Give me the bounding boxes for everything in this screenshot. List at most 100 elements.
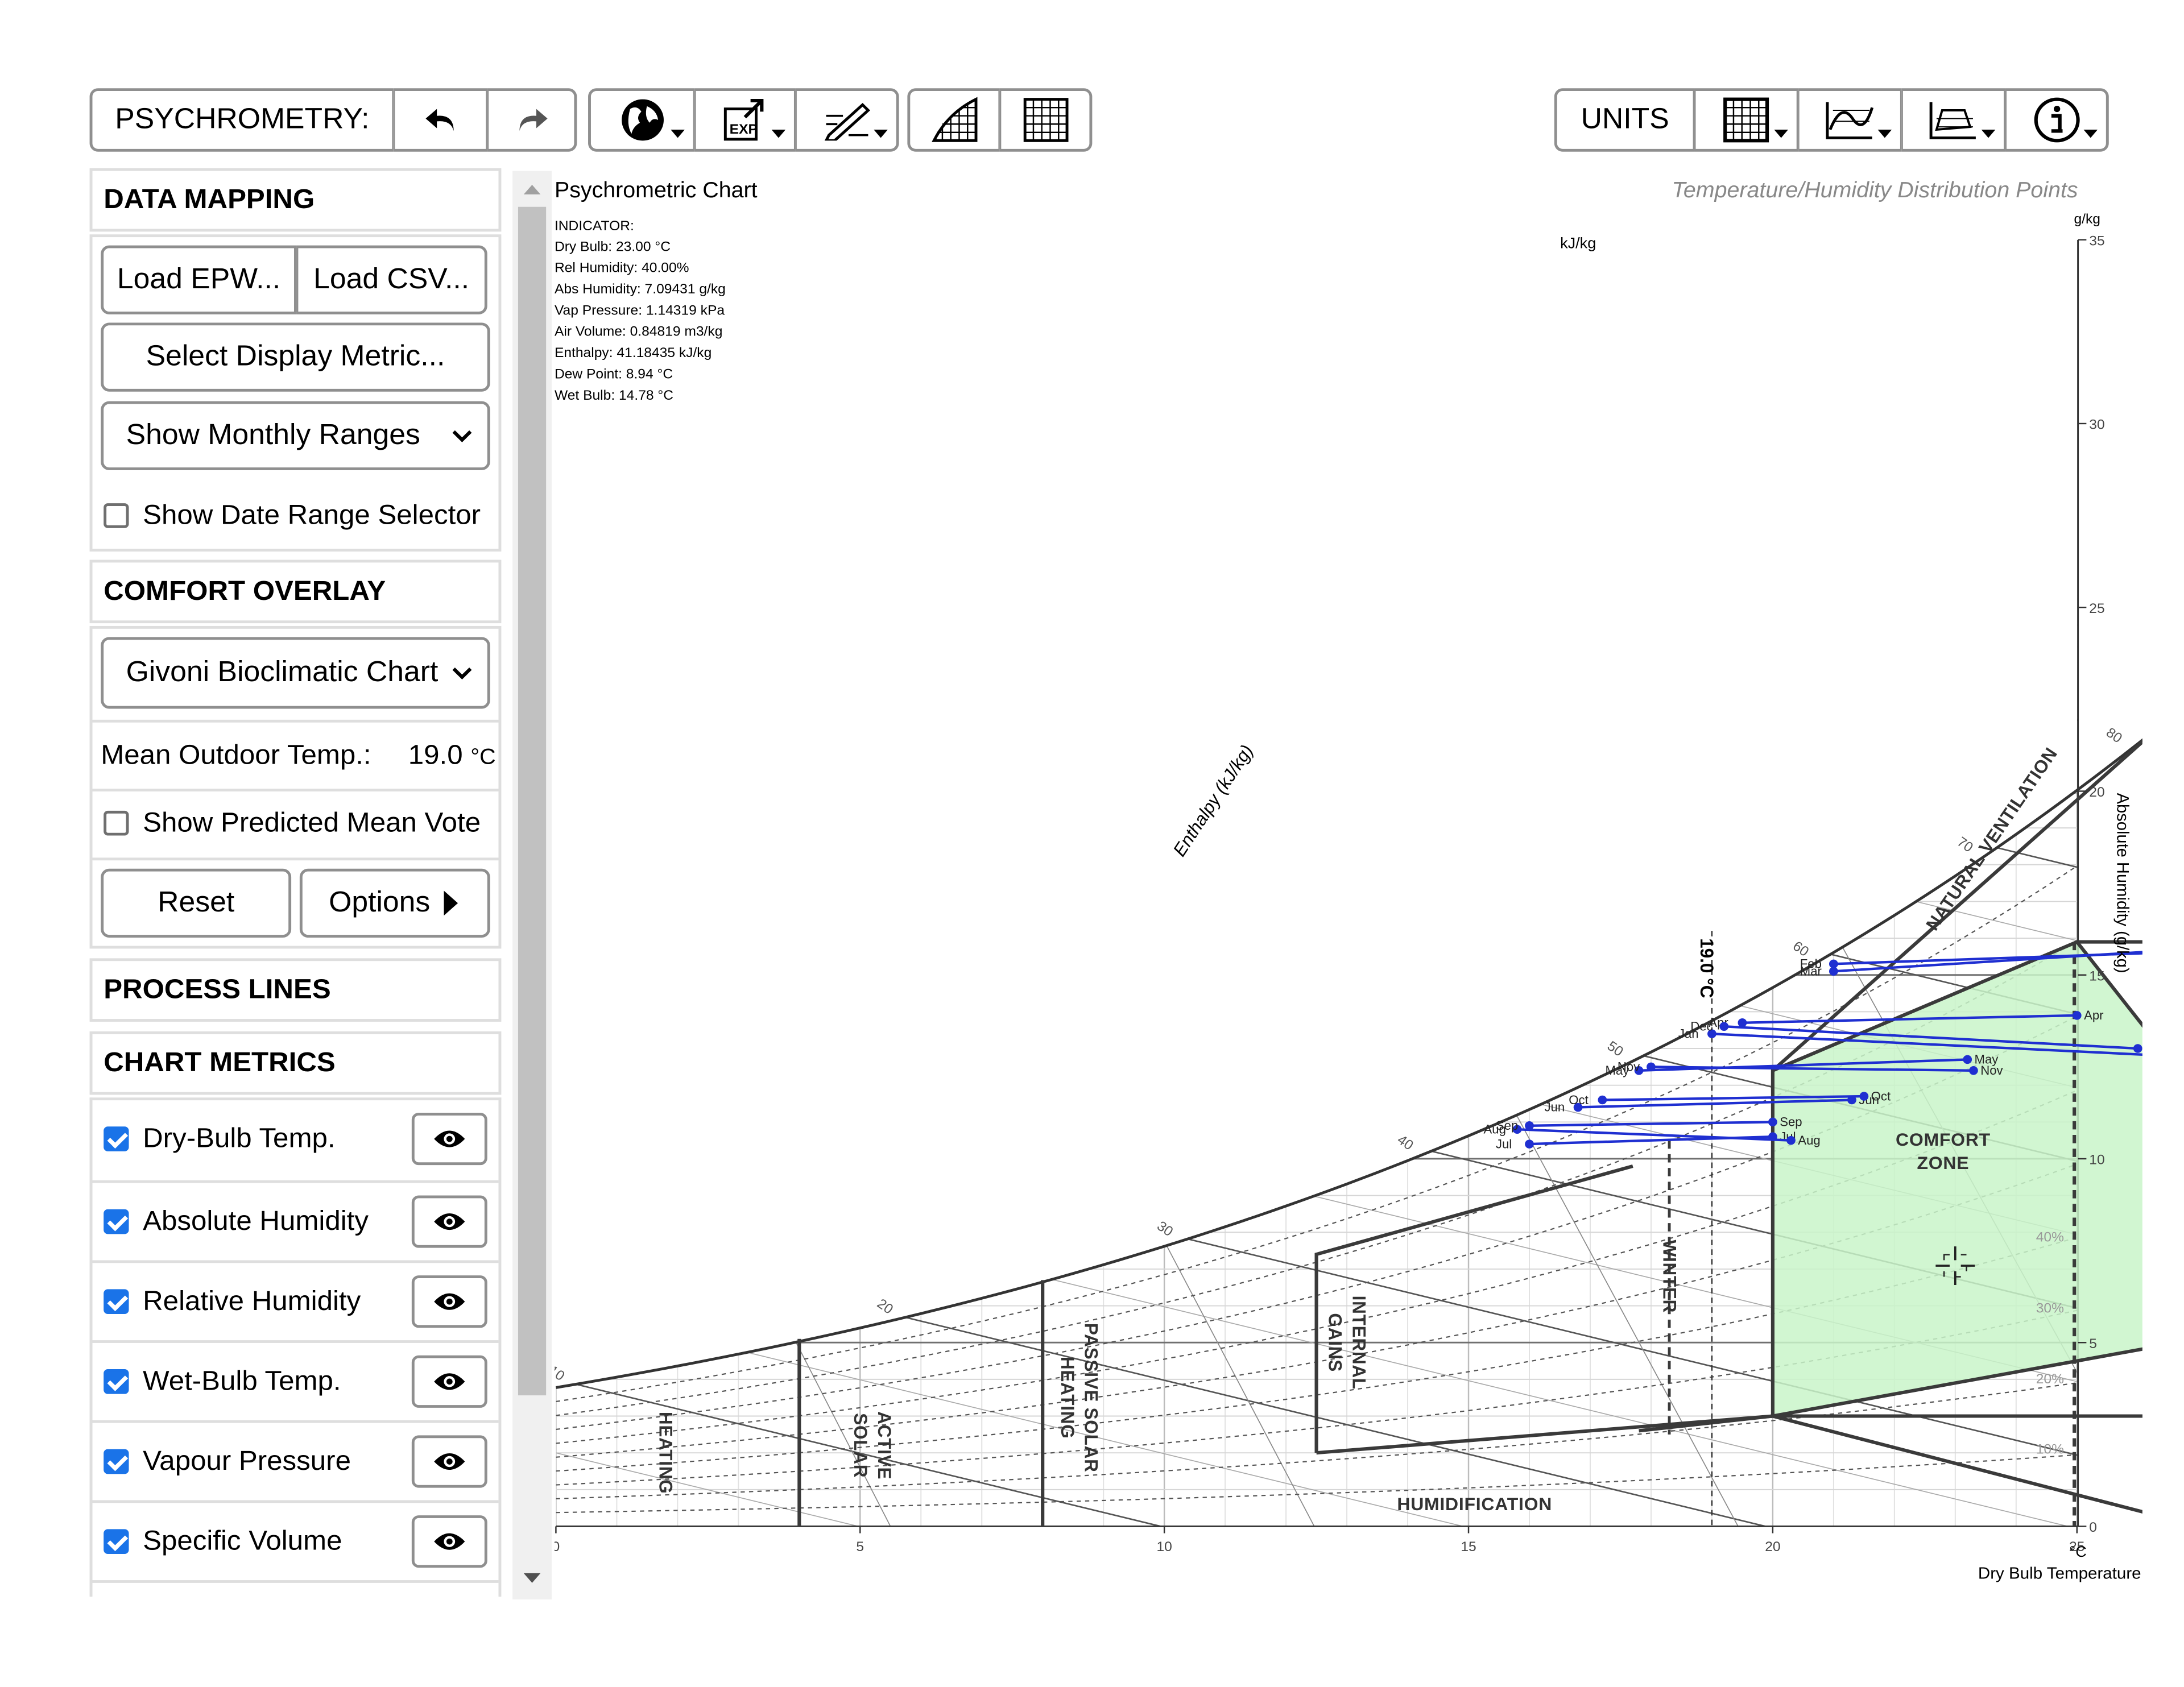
export-button[interactable]: EXP — [694, 88, 796, 152]
internal-gains-boundary — [1314, 1164, 1633, 1453]
x-axis-label: Dry Bulb Temperature (°C) — [1978, 1564, 2142, 1583]
monthly-range-label: Feb — [1800, 957, 1822, 971]
location-button[interactable] — [588, 88, 695, 152]
metric-checkbox[interactable] — [104, 1209, 129, 1234]
date-range-row: Show Date Range Selector — [92, 491, 481, 540]
monthly-range-line — [1742, 1014, 2077, 1024]
visibility-toggle[interactable] — [411, 1275, 487, 1328]
scroll-up-arrow-icon[interactable] — [522, 182, 541, 196]
psychrometry-menu-button[interactable]: PSYCHROMETRY: — [89, 88, 394, 152]
relative-humidity-curve — [556, 1454, 2077, 1514]
monthly-range-label: Sep — [1780, 1115, 1802, 1129]
mean-outdoor-marker: 19.0 °C — [1697, 938, 1717, 998]
zone-label: HUMIDIFICATION — [1397, 1494, 1552, 1514]
pmv-row: Show Predicted Mean Vote — [92, 797, 481, 849]
chart-metrics-header[interactable]: CHART METRICS — [89, 1031, 502, 1095]
curves-button[interactable] — [1798, 88, 1902, 152]
psychro-shape-button[interactable] — [907, 88, 1000, 152]
monthly-range-min-point — [1707, 1029, 1716, 1038]
chevron-down-icon — [452, 430, 472, 442]
monthly-range-min-point — [1647, 1062, 1656, 1072]
monthly-range-max-point — [1847, 1095, 1856, 1105]
visibility-toggle[interactable] — [411, 1195, 487, 1248]
load-epw-button[interactable]: Load EPW... — [101, 245, 297, 314]
y-axis-label-group: Absolute Humidity (g/kg) — [2113, 793, 2132, 973]
overlay-button[interactable] — [1901, 88, 2005, 152]
scroll-down-arrow-icon[interactable] — [522, 1572, 541, 1586]
process-lines-header[interactable]: PROCESS LINES — [89, 958, 502, 1022]
chevron-down-icon — [1877, 129, 1892, 138]
x-tick-label: 0 — [555, 1539, 560, 1555]
enthalpy-tick-label: 30 — [1154, 1218, 1176, 1240]
monthly-range-label: Nov — [1618, 1060, 1640, 1074]
history-toolbar: PSYCHROMETRY: — [89, 88, 577, 152]
units-button[interactable]: UNITS — [1554, 88, 1695, 152]
date-range-checkbox[interactable] — [104, 503, 129, 528]
monthly-range: Nov Nov — [1618, 1060, 2003, 1077]
metric-checkbox[interactable] — [104, 1126, 129, 1151]
metric-label: Absolute Humidity — [143, 1205, 369, 1237]
grid-button[interactable] — [999, 88, 1093, 152]
comfort-overlay-header[interactable]: COMFORT OVERLAY — [89, 559, 502, 624]
monthly-range-min-point — [1525, 1139, 1534, 1149]
comfort-zone-polygon — [1771, 939, 2142, 1419]
annotate-button[interactable] — [795, 88, 899, 152]
mean-outdoor-label: Mean Outdoor Temp.: — [101, 740, 371, 770]
indicator-line: Dew Point: 8.94 °C — [555, 367, 673, 382]
monthly-range-min-point — [1738, 1018, 1747, 1027]
metric-label: Vapour Pressure — [143, 1445, 351, 1476]
x-tick-label: 15 — [1461, 1539, 1476, 1555]
zone-label-line: WINTER — [1659, 1240, 1680, 1313]
mean-outdoor-value-group[interactable]: 19.0 °C — [408, 740, 496, 772]
visibility-toggle[interactable] — [411, 1435, 487, 1488]
date-range-label: Show Date Range Selector — [143, 500, 481, 530]
winter-bottom — [1639, 1414, 1773, 1433]
monthly-ranges-select[interactable]: Show Monthly Ranges — [101, 401, 490, 470]
relative-humidity-curve — [556, 865, 2078, 1403]
pmv-checkbox[interactable] — [104, 810, 129, 836]
curve-icon — [1826, 102, 1874, 139]
rh-side-label: 40% — [2036, 1229, 2064, 1245]
comfort-chart-select[interactable]: Givoni Bioclimatic Chart — [101, 637, 490, 709]
indicator-crosshair-icon — [1935, 1246, 1975, 1286]
data-mapping-header[interactable]: DATA MAPPING — [89, 168, 502, 232]
select-display-metric-button[interactable]: Select Display Metric... — [101, 322, 490, 392]
mean-outdoor-marker-group: 19.0 °C — [1697, 938, 1717, 998]
zone-label-line: ACTIVE — [874, 1411, 895, 1479]
x-tick-label: 25 — [2069, 1539, 2084, 1555]
metric-checkbox[interactable] — [104, 1449, 129, 1474]
monthly-range-min-point — [1525, 1121, 1534, 1130]
redo-button[interactable] — [487, 88, 577, 152]
visibility-toggle[interactable] — [411, 1112, 487, 1166]
metric-checkbox[interactable] — [104, 1369, 129, 1394]
metric-checkbox[interactable] — [104, 1529, 129, 1554]
svg-text:EXP: EXP — [730, 122, 758, 137]
location-toolbar: EXP — [588, 88, 899, 152]
monthly-range-max-point — [2072, 1011, 2082, 1020]
monthly-range-min-point — [1634, 1066, 1644, 1075]
scrollbar-thumb[interactable] — [518, 206, 547, 1396]
sidebar-scrollbar[interactable] — [512, 171, 552, 1600]
metric-row: Relative Humidity — [92, 1260, 499, 1340]
enthalpy-tick-label: 80 — [2103, 725, 2125, 746]
grid-options-button[interactable] — [1694, 88, 1798, 152]
monthly-range: JanJan — [1678, 1027, 2142, 1056]
monthly-range: DecDec — [1690, 1019, 2142, 1053]
load-csv-button[interactable]: Load CSV... — [296, 245, 487, 314]
reset-button[interactable]: Reset — [101, 868, 292, 938]
visibility-toggle[interactable] — [411, 1355, 487, 1408]
enthalpy-tick-label: 20 — [874, 1296, 896, 1317]
chevron-down-icon — [1774, 129, 1788, 138]
metric-checkbox[interactable] — [104, 1289, 129, 1315]
indicator-line: Wet Bulb: 14.78 °C — [555, 388, 673, 403]
info-button[interactable] — [2005, 88, 2109, 152]
visibility-toggle[interactable] — [411, 1515, 487, 1568]
monthly-range-line — [1711, 1032, 2142, 1056]
x-unit-label: °C — [2069, 1543, 2086, 1560]
undo-button[interactable] — [393, 88, 487, 152]
options-button[interactable]: Options — [299, 868, 490, 938]
rh-side-label: 10% — [2036, 1442, 2064, 1457]
